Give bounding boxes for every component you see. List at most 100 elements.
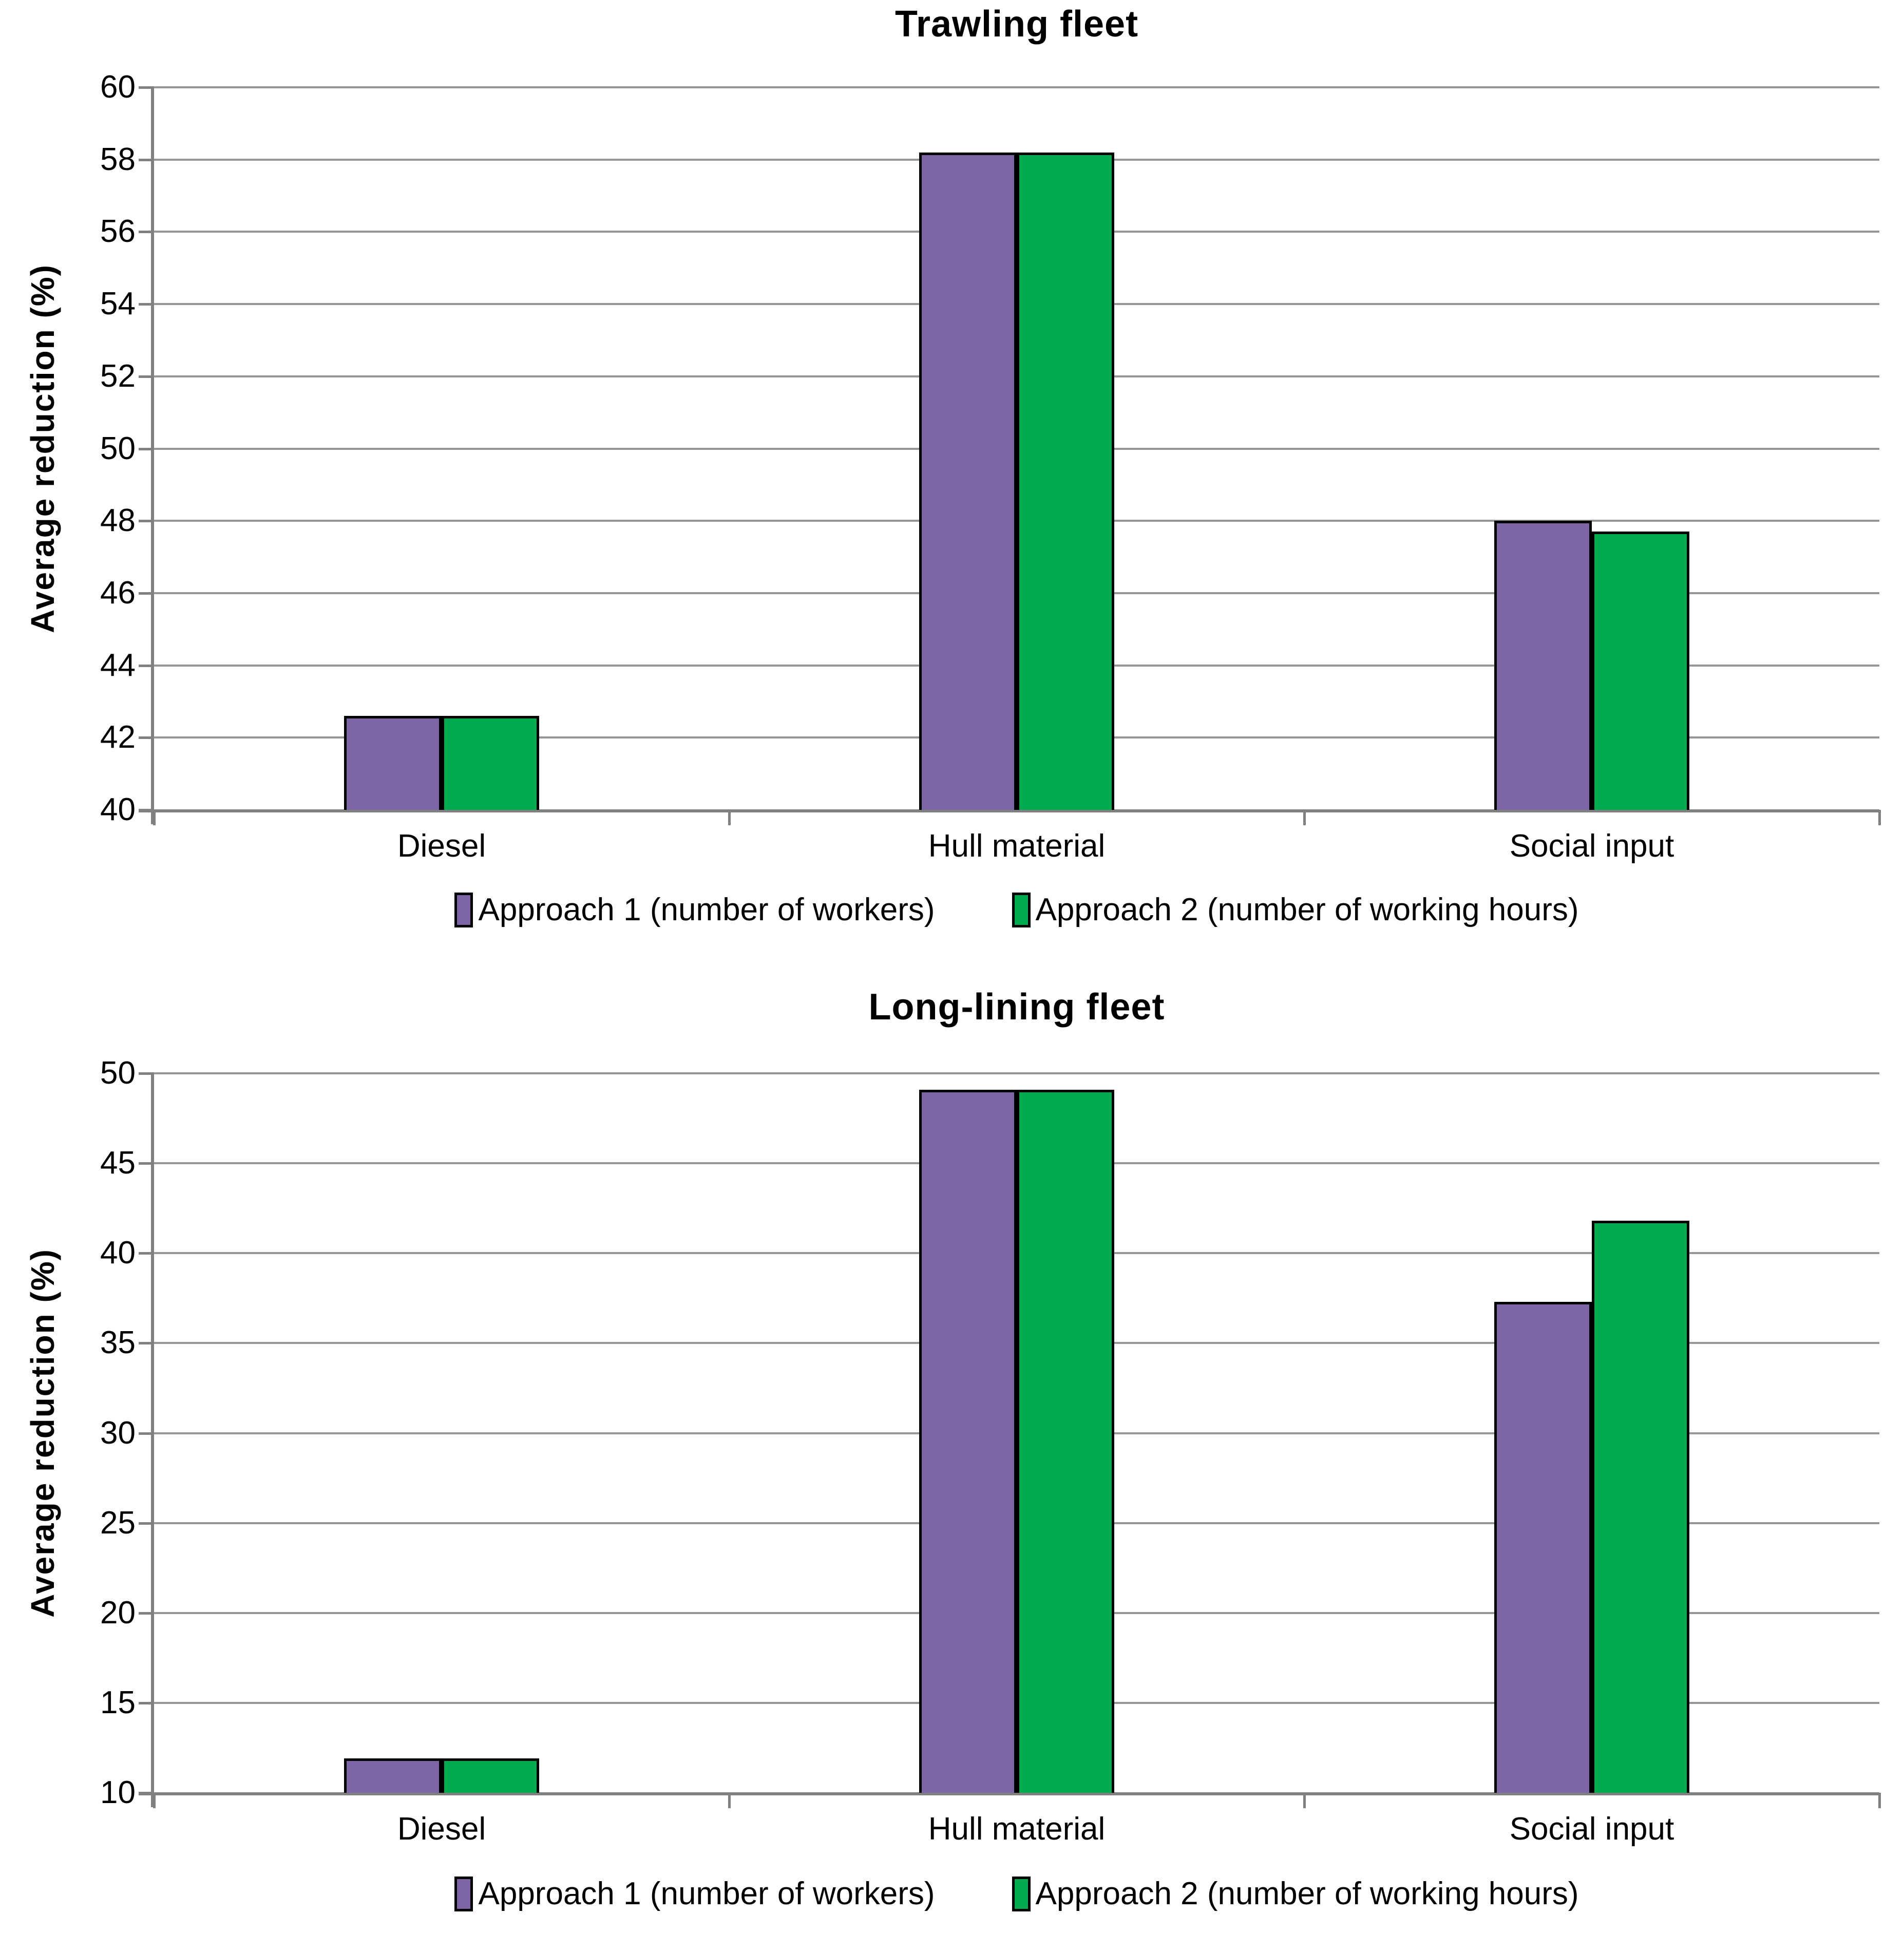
y-axis-tick-labels: 10 15 20 25 30 35 40 45 50 — [0, 1055, 136, 1810]
y-axis-tick — [139, 1612, 154, 1615]
legend-swatch — [454, 1876, 473, 1911]
x-axis-line — [139, 1792, 1879, 1795]
y-axis-tick — [139, 231, 154, 234]
x-axis-category-labels: Diesel Hull material Social input — [154, 828, 1879, 869]
x-axis-tick — [153, 1793, 156, 1808]
y-axis-tick-label: 10 — [100, 1775, 136, 1810]
y-axis-tick — [139, 303, 154, 306]
y-axis-tick-label: 40 — [100, 1235, 136, 1271]
y-axis-tick — [139, 1522, 154, 1525]
y-axis-tick-label: 56 — [100, 214, 136, 250]
category-slot — [729, 1073, 1304, 1793]
y-axis-tick-label: 45 — [100, 1145, 136, 1181]
legend-item: Approach 2 (number of working hours) — [1012, 1875, 1579, 1912]
bar — [441, 1758, 540, 1793]
bar — [919, 152, 1017, 810]
legend-label: Approach 2 (number of working hours) — [1035, 892, 1579, 927]
category-slot — [1304, 1073, 1879, 1793]
y-axis-tick — [139, 520, 154, 523]
y-axis-tick — [139, 592, 154, 595]
legend-label: Approach 1 (number of workers) — [478, 892, 935, 927]
plot-area — [139, 86, 1881, 825]
x-axis-tick — [1878, 1793, 1881, 1808]
bar — [919, 1089, 1017, 1793]
y-axis-tick-labels: 40 42 44 46 48 50 52 54 56 58 60 — [0, 69, 136, 827]
y-axis-tick — [139, 1162, 154, 1165]
y-axis-tick-label: 52 — [100, 358, 136, 394]
legend-item: Approach 1 (number of workers) — [454, 892, 935, 928]
y-axis-tick — [139, 664, 154, 667]
gridline — [154, 86, 1879, 88]
x-axis-category-label: Social input — [1509, 1811, 1674, 1847]
legend: Approach 1 (number of workers) Approach 2… — [154, 892, 1879, 928]
y-axis-tick-label: 50 — [100, 1055, 136, 1091]
y-axis-tick-label: 60 — [100, 69, 136, 105]
legend-label: Approach 1 (number of workers) — [478, 1876, 935, 1911]
y-axis-tick-label: 54 — [100, 286, 136, 322]
category-slot — [729, 87, 1304, 810]
x-axis-tick — [728, 810, 731, 825]
y-axis-line — [151, 86, 154, 824]
legend-swatch — [1012, 892, 1031, 927]
legend: Approach 1 (number of workers) Approach 2… — [154, 1875, 1879, 1912]
chart-long-lining-fleet: Long-lining fleet Average reduction (%) … — [0, 965, 1904, 1933]
y-axis-tick-label: 42 — [100, 719, 136, 755]
y-axis-tick — [139, 1701, 154, 1704]
bar — [344, 1758, 442, 1793]
y-axis-tick-label: 50 — [100, 430, 136, 466]
y-axis-tick — [139, 86, 154, 89]
x-axis-tick — [1303, 1793, 1306, 1808]
y-axis-tick — [139, 1072, 154, 1075]
y-axis-tick-label: 20 — [100, 1595, 136, 1631]
category-slot — [154, 87, 729, 810]
legend-item: Approach 1 (number of workers) — [454, 1875, 935, 1912]
x-axis-tick — [1303, 810, 1306, 825]
legend-label: Approach 2 (number of working hours) — [1035, 1876, 1579, 1911]
x-axis-line — [139, 809, 1879, 812]
y-axis-tick-label: 46 — [100, 575, 136, 611]
y-axis-tick-label: 25 — [100, 1505, 136, 1541]
y-axis-tick — [139, 447, 154, 450]
legend-swatch — [454, 892, 473, 927]
category-slot — [1304, 87, 1879, 810]
y-axis-line — [151, 1072, 154, 1807]
bar — [344, 716, 442, 810]
y-axis-tick — [139, 375, 154, 378]
y-axis-tick-label: 30 — [100, 1415, 136, 1451]
y-axis-tick-label: 40 — [100, 792, 136, 827]
category-slot — [154, 1073, 729, 1793]
plot-area — [139, 1072, 1881, 1808]
bar — [1591, 1221, 1690, 1793]
x-axis-tick — [728, 1793, 731, 1808]
bar — [1494, 1301, 1592, 1793]
y-axis-tick-label: 44 — [100, 647, 136, 683]
x-axis-tick — [153, 810, 156, 825]
chart-title: Long-lining fleet — [868, 987, 1165, 1028]
y-axis-tick-label: 15 — [100, 1684, 136, 1720]
x-axis-category-label: Diesel — [397, 828, 486, 864]
x-axis-tick — [1878, 810, 1881, 825]
bar — [441, 716, 540, 810]
y-axis-tick — [139, 1432, 154, 1435]
y-axis-tick-label: 58 — [100, 141, 136, 177]
x-axis-category-label: Social input — [1509, 828, 1674, 864]
legend-swatch — [1012, 1876, 1031, 1911]
bar — [1016, 152, 1115, 810]
y-axis-tick — [139, 1342, 154, 1345]
bar — [1494, 521, 1592, 810]
y-axis-tick — [139, 158, 154, 161]
bar — [1016, 1089, 1115, 1793]
chart-title: Trawling fleet — [894, 4, 1139, 45]
x-axis-category-label: Diesel — [397, 1811, 486, 1847]
y-axis-tick — [139, 1252, 154, 1255]
y-axis-tick-label: 48 — [100, 503, 136, 539]
x-axis-category-label: Hull material — [928, 1811, 1106, 1847]
legend-item: Approach 2 (number of working hours) — [1012, 892, 1579, 928]
y-axis-tick — [139, 736, 154, 740]
bar — [1591, 532, 1690, 810]
x-axis-category-labels: Diesel Hull material Social input — [154, 1811, 1879, 1852]
chart-trawling-fleet: Trawling fleet Average reduction (%) 40 4… — [0, 0, 1904, 965]
x-axis-category-label: Hull material — [928, 828, 1106, 864]
y-axis-tick-label: 35 — [100, 1325, 136, 1361]
